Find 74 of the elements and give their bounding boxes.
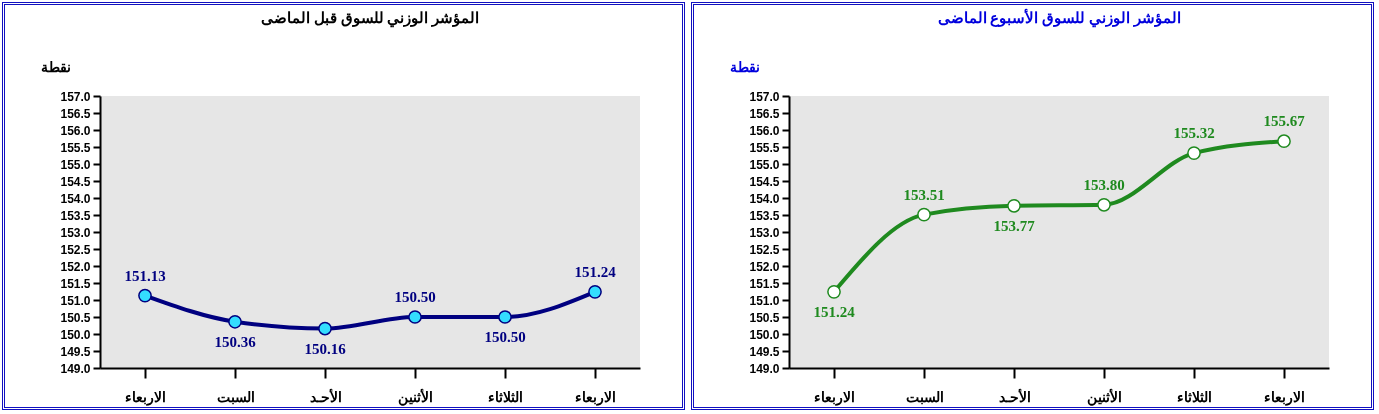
data-label: 150.50 [394, 289, 436, 305]
y-tick-label: 150.0 [60, 327, 91, 342]
y-tick-label: 149.0 [749, 361, 780, 376]
x-tick-label: السبت [905, 389, 944, 405]
y-tick-label: 155.5 [60, 140, 91, 155]
y-tick-label: 156.5 [749, 106, 780, 121]
y-tick-label: 150.0 [749, 327, 780, 342]
point [228, 314, 242, 329]
y-tick-label: 157.0 [60, 89, 91, 104]
point [498, 310, 512, 324]
point [1277, 134, 1291, 149]
y-tick-label: 157.0 [749, 89, 780, 104]
x-tick-label: الاربعاء [575, 389, 616, 406]
point [318, 321, 332, 336]
point [588, 284, 602, 299]
chart-title: المؤشر الوزني للسوق الأسبوع الماضى [937, 8, 1181, 28]
y-tick-label: 150.5 [749, 310, 780, 325]
y-axis-title: نقطة [729, 59, 760, 75]
data-label: 150.36 [214, 333, 257, 350]
x-tick-label: السبت [216, 389, 255, 405]
point [827, 284, 841, 299]
y-tick-label: 151.5 [60, 276, 91, 291]
data-label: 153.80 [1083, 176, 1125, 193]
data-label: 155.32 [1173, 125, 1215, 142]
y-tick-label: 155.0 [749, 157, 780, 172]
point [138, 288, 152, 303]
y-tick-label: 156.0 [60, 123, 91, 138]
data-label: 151.13 [124, 267, 166, 284]
y-tick-label: 154.0 [749, 191, 780, 206]
x-tick-label: الأحـد [998, 387, 1031, 405]
data-label: 153.51 [903, 186, 945, 203]
data-label: 155.67 [1263, 113, 1306, 130]
data-label: 151.24 [813, 303, 856, 320]
y-tick-label: 153.0 [60, 225, 91, 240]
y-tick-label: 152.5 [749, 242, 780, 257]
y-tick-label: 154.5 [749, 174, 780, 189]
point [1097, 197, 1111, 212]
chart-title: المؤشر الوزني للسوق قبل الماضى [261, 10, 479, 28]
x-tick-label: الأثنين [1087, 387, 1122, 406]
y-tick-label: 149.5 [60, 344, 91, 359]
y-tick-label: 153.5 [60, 208, 91, 223]
y-tick-label: 151.0 [60, 293, 91, 308]
x-tick-label: الاربعاء [814, 389, 855, 406]
data-label: 151.24 [574, 263, 617, 280]
data-label: 150.16 [304, 340, 347, 357]
x-tick-label: الأثنين [398, 387, 433, 406]
y-tick-label: 154.0 [60, 191, 91, 206]
y-tick-label: 153.5 [749, 208, 780, 223]
x-tick-label: الثلاثاء [1177, 389, 1212, 405]
y-tick-label: 151.0 [749, 293, 780, 308]
y-tick-label: 153.0 [749, 225, 780, 240]
y-tick-label: 149.5 [749, 344, 780, 359]
y-tick-label: 156.0 [749, 123, 780, 138]
x-tick-label: الاربعاء [125, 389, 166, 406]
y-tick-label: 152.0 [60, 259, 91, 274]
x-tick-label: الثلاثاء [488, 389, 523, 405]
y-tick-label: 156.5 [60, 106, 91, 121]
y-tick-label: 155.0 [60, 157, 91, 172]
point [917, 207, 931, 222]
point [408, 310, 422, 324]
y-tick-label: 151.5 [749, 276, 780, 291]
data-label: 153.77 [993, 217, 1036, 234]
y-tick-label: 154.5 [60, 174, 91, 189]
y-axis-title: نقطة [40, 59, 71, 75]
y-tick-label: 152.0 [749, 259, 780, 274]
y-tick-label: 149.0 [60, 361, 91, 376]
point [1007, 198, 1021, 213]
data-label: 150.50 [484, 329, 526, 345]
x-tick-label: الأحـد [309, 387, 342, 405]
y-tick-label: 152.5 [60, 242, 91, 257]
y-tick-label: 150.5 [60, 310, 91, 325]
x-tick-label: الاربعاء [1264, 389, 1305, 406]
point [1187, 146, 1201, 160]
y-tick-label: 155.5 [749, 140, 780, 155]
